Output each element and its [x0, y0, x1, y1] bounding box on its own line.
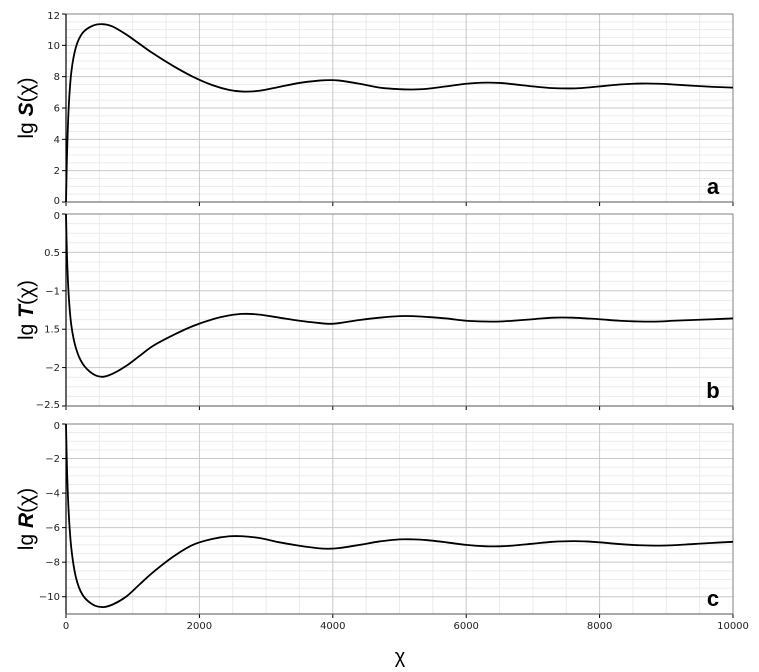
- y-axis-label-symbol: T: [15, 303, 38, 318]
- x-tick-label: 10000: [717, 621, 749, 632]
- y-tick-label: −2: [45, 454, 60, 465]
- x-tick-label: 6000: [453, 621, 478, 632]
- panel-a-lg-s-chart: 0 2 4 6 8 10 12 a lg S(χ): [15, 11, 734, 207]
- y-tick-label: 12: [47, 11, 60, 22]
- y-axis-label-symbol: R: [15, 512, 38, 528]
- y-axis-label: lg S(χ): [15, 77, 38, 138]
- y-tick-label: −1: [45, 286, 60, 297]
- panel-label-b: b: [706, 378, 719, 403]
- y-tick-label: −2.5: [36, 400, 60, 411]
- y-axis-label-prefix: lg: [15, 116, 38, 138]
- y-tick-label: −2: [45, 363, 60, 374]
- panel-label-c: c: [707, 586, 719, 611]
- y-tick-label: 0: [54, 421, 60, 432]
- x-axis-label: χ: [395, 646, 406, 668]
- panel-c-lg-r-chart: −10 −8 −6 −4 −2 0 0 2000 4000 6000 8000 10000 c lg R(…: [15, 421, 749, 632]
- series-line-c: [65, 423, 734, 608]
- y-axis-label-suffix: (χ): [15, 77, 38, 102]
- x-tick-label: 8000: [587, 621, 612, 632]
- series-line-a: [65, 23, 734, 203]
- y-axis-label-prefix: lg: [15, 528, 38, 550]
- y-axis-label-suffix: (χ): [15, 280, 38, 305]
- y-tick-label: 0: [54, 196, 60, 207]
- x-tick-label: 4000: [320, 621, 345, 632]
- y-axis-label: lg T(χ): [15, 280, 38, 340]
- x-tick-label: 0: [63, 621, 69, 632]
- y-tick-label: −8: [45, 558, 60, 569]
- panel-b-lg-t-chart: −2.5 −2 1.5 −1 0.5 0 b lg T(χ): [15, 211, 734, 411]
- panel-label-a: a: [707, 174, 720, 199]
- y-axis-label-symbol: S: [15, 102, 38, 116]
- y-axis-label-prefix: lg: [15, 318, 38, 340]
- series-line-b: [65, 213, 734, 378]
- x-tick-label: 2000: [187, 621, 212, 632]
- y-tick-label: 10: [47, 41, 60, 52]
- y-tick-label: 0.5: [44, 248, 60, 259]
- y-tick-label: 0: [54, 211, 60, 222]
- y-tick-label: 8: [54, 72, 60, 83]
- y-tick-label: 6: [54, 104, 60, 115]
- y-axis-label-suffix: (χ): [15, 488, 38, 513]
- y-tick-label: −10: [39, 592, 60, 603]
- y-axis-label: lg R(χ): [15, 488, 38, 550]
- y-tick-label: 4: [54, 135, 60, 146]
- y-tick-label: 2: [54, 166, 60, 177]
- y-tick-label: −4: [45, 489, 60, 500]
- y-tick-label: 1.5: [44, 325, 60, 336]
- y-tick-label: −6: [45, 523, 60, 534]
